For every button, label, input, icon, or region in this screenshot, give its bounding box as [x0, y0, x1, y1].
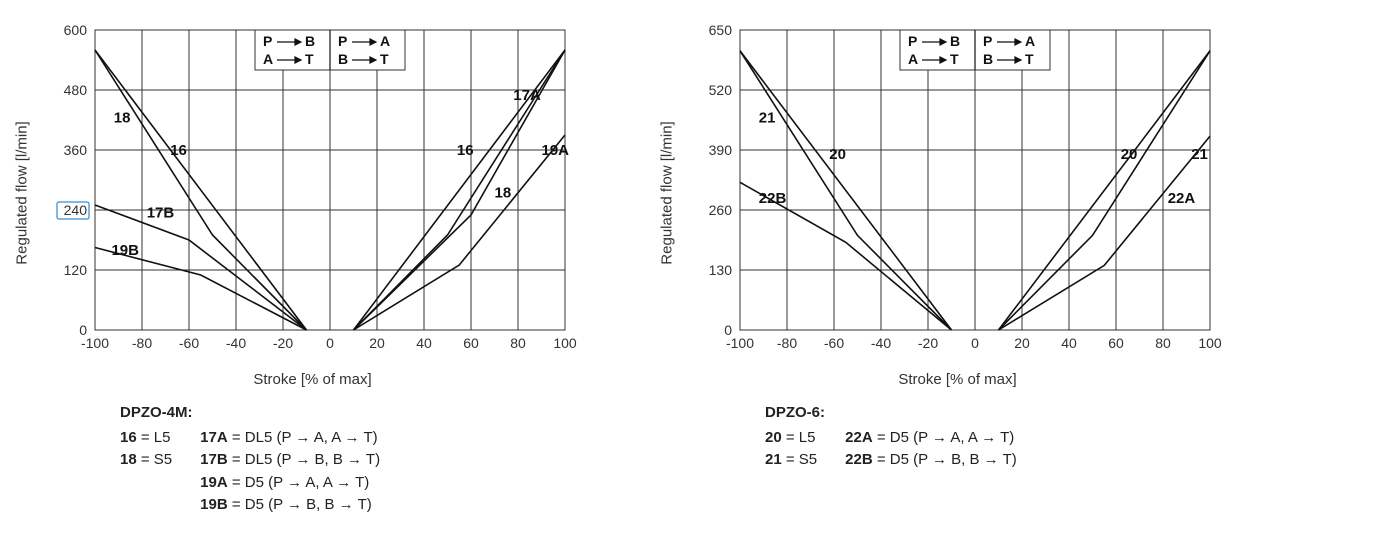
svg-text:0: 0 [326, 335, 334, 351]
svg-text:P: P [983, 33, 992, 49]
svg-text:600: 600 [64, 22, 88, 38]
svg-text:240: 240 [64, 202, 88, 218]
svg-text:19A: 19A [542, 142, 570, 159]
left-chart-block: Regulated flow [l/min] -100-80-60-40-200… [40, 20, 585, 517]
right-ylabel: Regulated flow [l/min] [659, 121, 676, 264]
right-chart-block: Regulated flow [l/min] -100-80-60-40-200… [685, 20, 1230, 517]
svg-text:-20: -20 [273, 335, 293, 351]
svg-text:20: 20 [829, 146, 846, 163]
svg-text:40: 40 [416, 335, 432, 351]
right-legend-col1: 20 = L521 = S5 [765, 427, 817, 472]
svg-text:16: 16 [170, 142, 187, 159]
legend-item: 17B = DL5 (P → B, B → T) [200, 449, 380, 472]
right-chart-svg: -100-80-60-40-20020406080100013026039052… [685, 20, 1230, 365]
svg-text:B: B [983, 51, 993, 67]
svg-text:19B: 19B [111, 242, 139, 259]
svg-text:22A: 22A [1168, 190, 1196, 207]
legend-item: 17A = DL5 (P → A, A → T) [200, 427, 380, 450]
right-legend-title: DPZO-6: [765, 402, 1230, 425]
svg-text:A: A [908, 51, 918, 67]
svg-text:360: 360 [64, 142, 88, 158]
svg-text:T: T [950, 51, 959, 67]
svg-text:480: 480 [64, 82, 88, 98]
left-legend-title: DPZO-4M: [120, 402, 585, 425]
svg-text:120: 120 [64, 262, 88, 278]
svg-text:22B: 22B [759, 190, 787, 207]
right-xlabel: Stroke [% of max] [685, 371, 1230, 388]
svg-text:A: A [380, 33, 390, 49]
legend-item: 19A = D5 (P → A, A → T) [200, 472, 380, 495]
svg-text:P: P [338, 33, 347, 49]
svg-text:260: 260 [709, 202, 733, 218]
svg-text:B: B [338, 51, 348, 67]
svg-text:130: 130 [709, 262, 733, 278]
left-legend: DPZO-4M: 16 = L518 = S5 17A = DL5 (P → A… [120, 402, 585, 517]
svg-text:21: 21 [759, 109, 776, 126]
svg-text:B: B [950, 33, 960, 49]
svg-text:-80: -80 [777, 335, 797, 351]
svg-text:80: 80 [1155, 335, 1171, 351]
svg-text:18: 18 [114, 110, 131, 127]
left-chart-wrap: Regulated flow [l/min] -100-80-60-40-200… [40, 20, 585, 365]
svg-text:20: 20 [1121, 146, 1138, 163]
legend-item: 18 = S5 [120, 449, 172, 472]
legend-item: 20 = L5 [765, 427, 817, 450]
svg-text:-40: -40 [871, 335, 891, 351]
svg-text:P: P [263, 33, 272, 49]
svg-text:20: 20 [1014, 335, 1030, 351]
right-legend: DPZO-6: 20 = L521 = S5 22A = D5 (P → A, … [765, 402, 1230, 472]
svg-text:60: 60 [463, 335, 479, 351]
svg-text:650: 650 [709, 22, 733, 38]
svg-text:0: 0 [79, 322, 87, 338]
svg-text:390: 390 [709, 142, 733, 158]
legend-item: 16 = L5 [120, 427, 172, 450]
left-ylabel: Regulated flow [l/min] [14, 121, 31, 264]
svg-text:T: T [380, 51, 389, 67]
svg-text:-60: -60 [824, 335, 844, 351]
svg-text:-80: -80 [132, 335, 152, 351]
right-legend-cols: 20 = L521 = S5 22A = D5 (P → A, A → T)22… [765, 427, 1230, 472]
svg-text:-60: -60 [179, 335, 199, 351]
svg-text:0: 0 [724, 322, 732, 338]
svg-text:0: 0 [971, 335, 979, 351]
svg-text:520: 520 [709, 82, 733, 98]
left-xlabel: Stroke [% of max] [40, 371, 585, 388]
legend-item: 19B = D5 (P → B, B → T) [200, 494, 380, 517]
svg-text:-40: -40 [226, 335, 246, 351]
left-legend-col2: 17A = DL5 (P → A, A → T)17B = DL5 (P → B… [200, 427, 380, 517]
right-chart-wrap: Regulated flow [l/min] -100-80-60-40-200… [685, 20, 1230, 365]
svg-text:80: 80 [510, 335, 526, 351]
svg-text:18: 18 [495, 185, 512, 202]
svg-text:-20: -20 [918, 335, 938, 351]
svg-text:100: 100 [1198, 335, 1222, 351]
svg-text:20: 20 [369, 335, 385, 351]
svg-text:T: T [305, 51, 314, 67]
svg-text:16: 16 [457, 142, 474, 159]
legend-item: 22B = D5 (P → B, B → T) [845, 449, 1017, 472]
svg-text:17B: 17B [147, 205, 175, 222]
left-legend-col1: 16 = L518 = S5 [120, 427, 172, 517]
svg-text:P: P [908, 33, 917, 49]
legend-item: 21 = S5 [765, 449, 817, 472]
svg-text:B: B [305, 33, 315, 49]
right-legend-col2: 22A = D5 (P → A, A → T)22B = D5 (P → B, … [845, 427, 1017, 472]
svg-text:100: 100 [553, 335, 577, 351]
charts-row: Regulated flow [l/min] -100-80-60-40-200… [40, 20, 1346, 517]
left-chart-svg: -100-80-60-40-20020406080100012024036048… [40, 20, 585, 365]
svg-text:A: A [1025, 33, 1035, 49]
svg-text:40: 40 [1061, 335, 1077, 351]
svg-text:60: 60 [1108, 335, 1124, 351]
left-legend-cols: 16 = L518 = S5 17A = DL5 (P → A, A → T)1… [120, 427, 585, 517]
svg-text:A: A [263, 51, 273, 67]
legend-item: 22A = D5 (P → A, A → T) [845, 427, 1017, 450]
svg-text:T: T [1025, 51, 1034, 67]
